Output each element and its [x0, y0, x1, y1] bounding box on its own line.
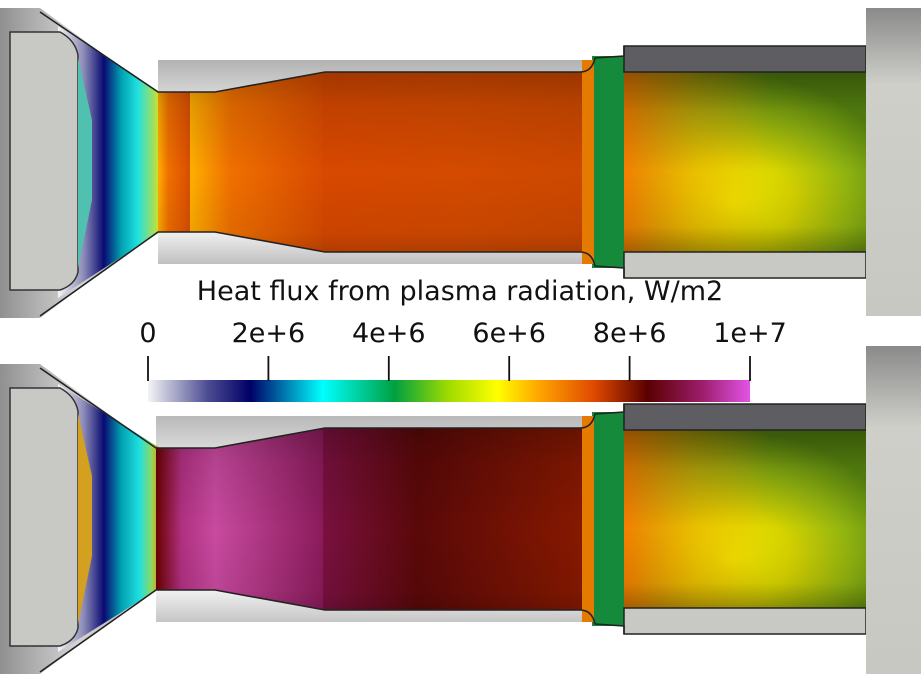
- bottom-green-ring: [592, 412, 624, 626]
- colorbar-tick-label: 1e+7: [713, 318, 787, 349]
- bottom-ring-edge: [582, 416, 594, 622]
- top-ring-edge: [582, 60, 594, 264]
- bottom-nozzle-view: [0, 346, 921, 674]
- bottom-lower-flange: [623, 607, 867, 635]
- bottom-outline: [39, 367, 625, 673]
- top-outline: [39, 11, 625, 317]
- top-mid-shade: [158, 60, 598, 264]
- bottom-upper-flange: [623, 403, 867, 431]
- colorbar-title: Heat flux from plasma radiation, W/m2: [196, 276, 724, 307]
- top-cap-edge: [78, 58, 92, 268]
- colorbar-gradient: [148, 380, 750, 402]
- bottom-chamber-shade: [624, 428, 866, 610]
- bottom-right-plate: [866, 346, 921, 674]
- colorbar-tick-label: 8e+6: [592, 318, 667, 349]
- colorbar-tick-label: 4e+6: [352, 318, 426, 349]
- bottom-mid-shade: [156, 416, 596, 622]
- colorbar-tick-label: 6e+6: [472, 318, 546, 349]
- top-green-ring: [592, 56, 624, 268]
- bottom-inner-cap: [9, 387, 79, 647]
- colorbar-tick-label: 2e+6: [231, 318, 306, 349]
- top-chamber-shade: [624, 70, 866, 254]
- bottom-cap-edge: [78, 414, 92, 624]
- top-right-plate: [866, 8, 921, 316]
- top-inner-cap: [9, 31, 79, 291]
- colorbar-tick-label: 0: [139, 318, 157, 349]
- colorbar-ticks: [147, 356, 751, 381]
- top-upper-flange: [623, 45, 867, 73]
- top-nozzle-view: [0, 8, 921, 318]
